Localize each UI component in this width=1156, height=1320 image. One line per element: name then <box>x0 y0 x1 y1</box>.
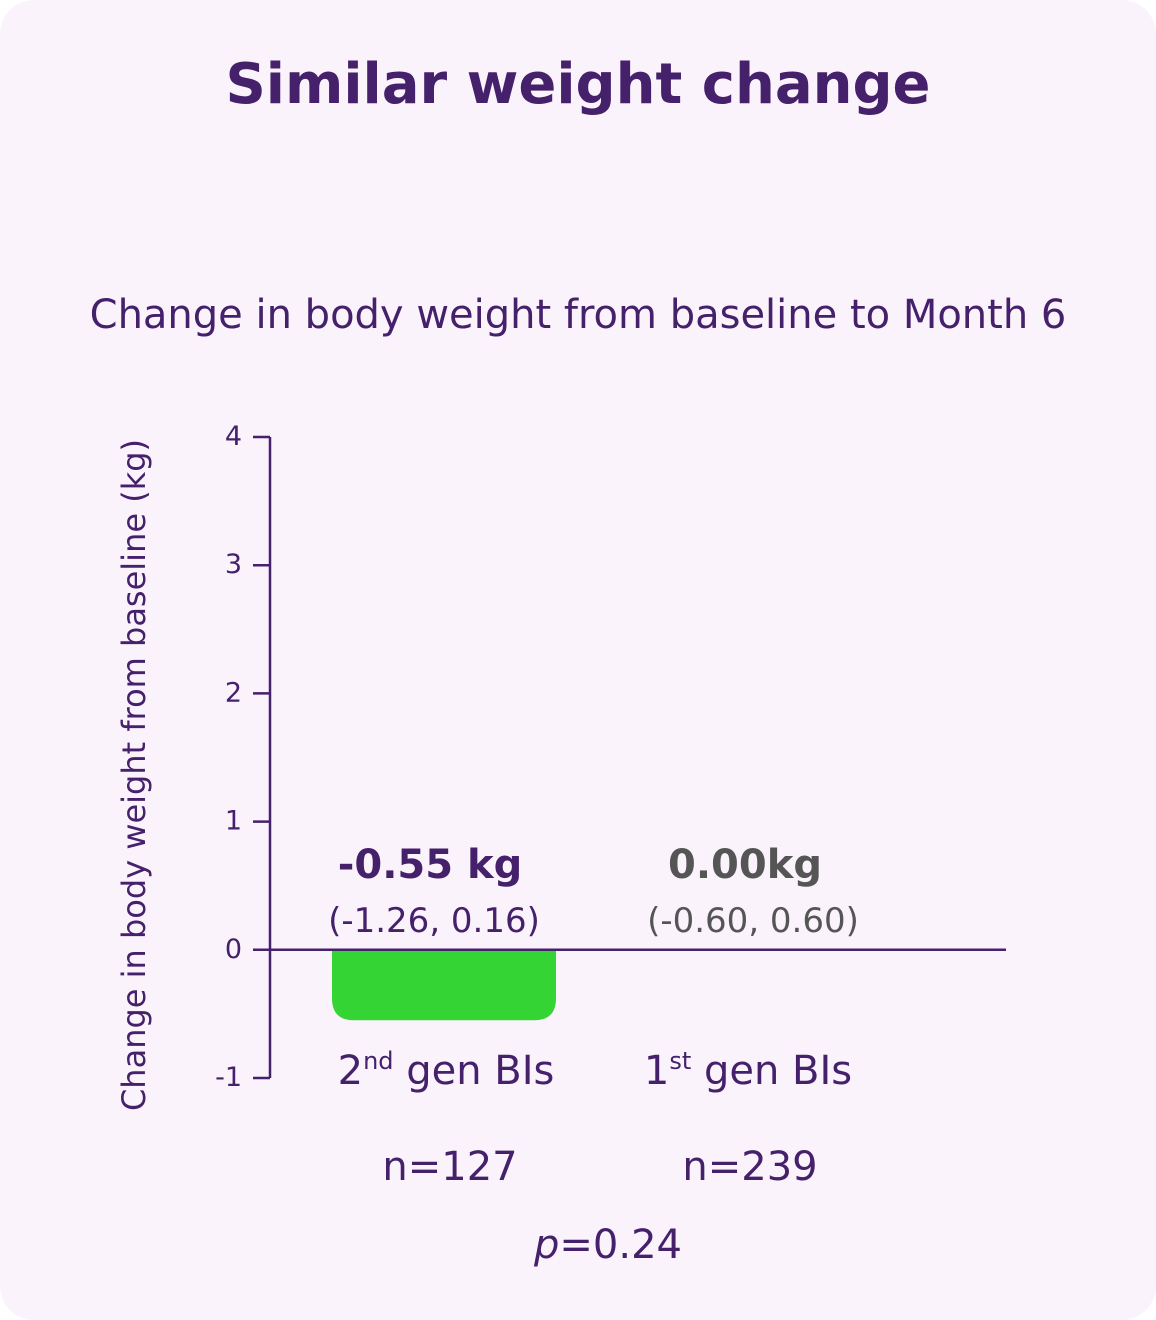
category-number: 1 <box>644 1048 669 1094</box>
p-value-label: p=0.24 <box>533 1222 682 1268</box>
chart-subtitle: Change in body weight from baseline to M… <box>89 292 1067 338</box>
ci-label: (-0.60, 0.60) <box>647 901 859 941</box>
bars <box>332 949 556 1021</box>
value-label: -0.55 kg <box>338 842 522 888</box>
p-value-text: =0.24 <box>559 1222 682 1268</box>
data-labels: -0.55 kg (-1.26, 0.16) 0.00kg (-0.60, 0.60) <box>328 842 859 941</box>
n-label: n=127 <box>382 1144 517 1190</box>
category-superscript: st <box>669 1047 691 1075</box>
y-tick-label: 4 <box>225 421 242 452</box>
category-label: 2nd gen BIs <box>338 1047 555 1094</box>
y-axis-ticks: -1 0 1 2 3 4 <box>215 421 270 1093</box>
category-name: gen BIs <box>691 1048 852 1094</box>
category-superscript: nd <box>363 1047 393 1075</box>
category-number: 2 <box>338 1048 363 1094</box>
p-symbol: p <box>533 1222 559 1268</box>
ci-label: (-1.26, 0.16) <box>328 901 540 941</box>
y-axis-label: Change in body weight from baseline (kg) <box>115 439 153 1111</box>
value-label: 0.00kg <box>668 842 822 888</box>
y-tick-label: 1 <box>225 806 242 837</box>
y-tick-label: 0 <box>225 934 242 965</box>
category-labels: 2nd gen BIs n=127 1st gen BIs n=239 <box>338 1047 853 1190</box>
n-label: n=239 <box>682 1144 817 1190</box>
y-tick-label: -1 <box>215 1062 242 1093</box>
bar <box>332 949 556 1021</box>
category-label: 1st gen BIs <box>644 1047 852 1094</box>
y-tick-label: 3 <box>225 549 242 580</box>
category-name: gen BIs <box>394 1048 555 1094</box>
page-title: Similar weight change <box>225 52 931 117</box>
y-tick-label: 2 <box>225 677 242 708</box>
